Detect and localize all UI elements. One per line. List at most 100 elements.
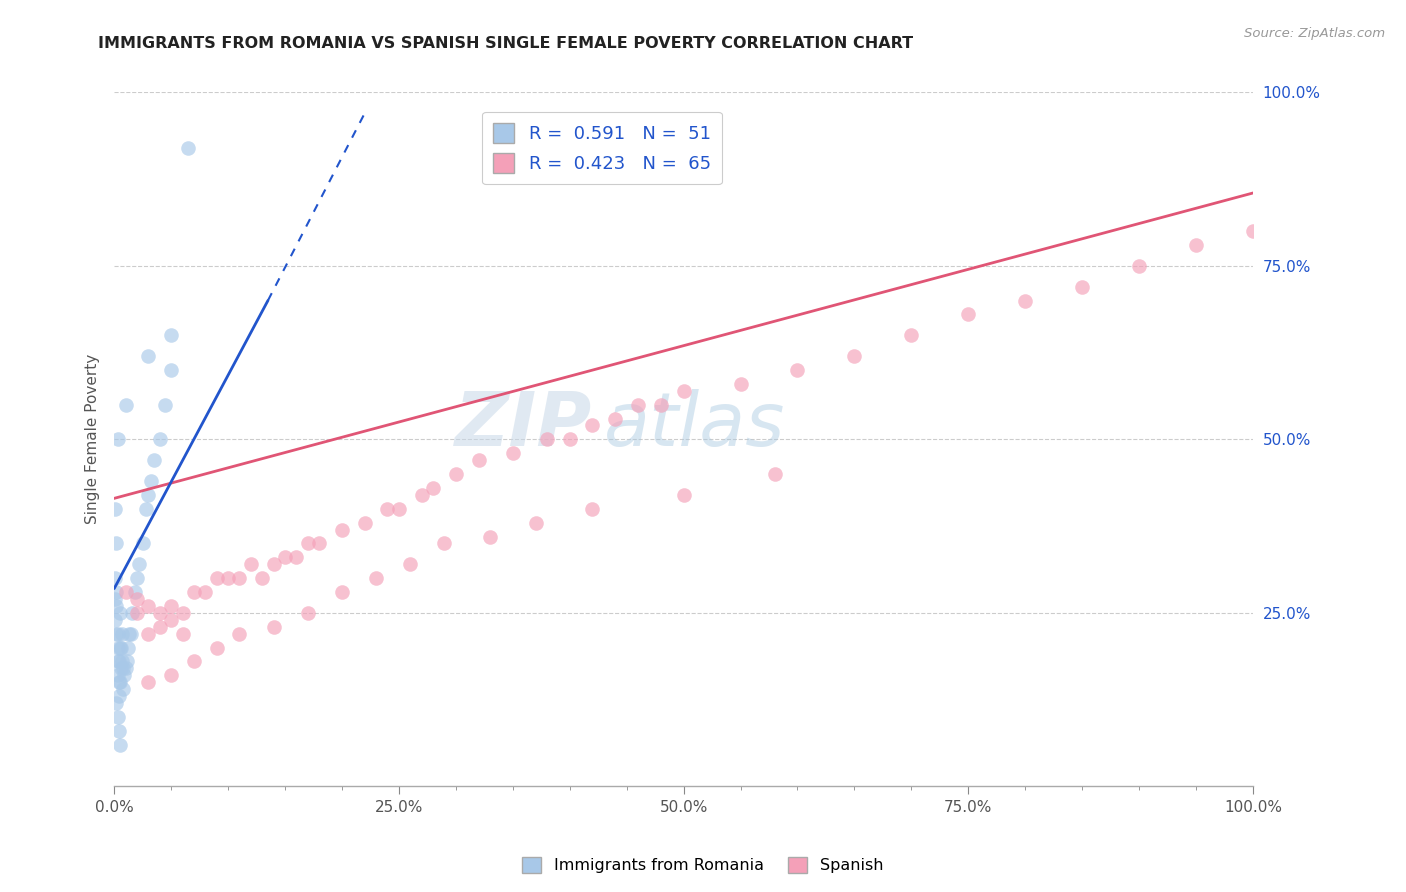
Point bbox=[444, 467, 467, 481]
Point bbox=[160, 613, 183, 627]
Point bbox=[107, 433, 129, 447]
Point bbox=[155, 398, 177, 412]
Point bbox=[138, 349, 160, 363]
Point bbox=[125, 571, 148, 585]
Point bbox=[957, 308, 980, 322]
Point bbox=[672, 384, 695, 398]
Point bbox=[239, 558, 262, 572]
Point bbox=[104, 501, 127, 516]
Point bbox=[524, 516, 547, 530]
Point bbox=[108, 738, 131, 752]
Point bbox=[467, 453, 489, 467]
Point bbox=[125, 592, 148, 607]
Point bbox=[353, 516, 375, 530]
Point bbox=[105, 696, 128, 710]
Point bbox=[114, 668, 136, 682]
Point bbox=[131, 536, 153, 550]
Point bbox=[672, 488, 695, 502]
Point bbox=[139, 474, 162, 488]
Point bbox=[177, 141, 200, 155]
Point bbox=[900, 328, 922, 343]
Point bbox=[1241, 224, 1264, 238]
Point bbox=[108, 675, 131, 690]
Point bbox=[149, 433, 172, 447]
Point bbox=[478, 529, 501, 543]
Point bbox=[104, 571, 127, 585]
Point bbox=[138, 488, 160, 502]
Point bbox=[115, 655, 138, 669]
Text: ZIP: ZIP bbox=[456, 389, 592, 462]
Legend: R =  0.591   N =  51, R =  0.423   N =  65: R = 0.591 N = 51, R = 0.423 N = 65 bbox=[482, 112, 721, 185]
Point bbox=[105, 599, 128, 613]
Point bbox=[297, 606, 319, 620]
Point bbox=[581, 501, 603, 516]
Point bbox=[1014, 293, 1036, 308]
Point bbox=[650, 398, 672, 412]
Point bbox=[160, 328, 183, 343]
Point bbox=[124, 585, 146, 599]
Point bbox=[107, 640, 129, 655]
Point bbox=[104, 613, 127, 627]
Point bbox=[138, 626, 160, 640]
Point bbox=[120, 626, 142, 640]
Point bbox=[107, 655, 129, 669]
Point bbox=[112, 661, 135, 675]
Point bbox=[411, 488, 433, 502]
Point bbox=[114, 585, 136, 599]
Point bbox=[330, 585, 353, 599]
Point bbox=[107, 710, 129, 724]
Point bbox=[107, 668, 129, 682]
Point bbox=[330, 523, 353, 537]
Point bbox=[138, 599, 160, 613]
Point bbox=[149, 606, 172, 620]
Point bbox=[107, 675, 129, 690]
Point bbox=[399, 558, 422, 572]
Point bbox=[138, 675, 160, 690]
Point bbox=[107, 689, 129, 703]
Point bbox=[274, 550, 297, 565]
Point bbox=[160, 363, 183, 377]
Point bbox=[107, 626, 129, 640]
Point bbox=[194, 585, 217, 599]
Text: Source: ZipAtlas.com: Source: ZipAtlas.com bbox=[1244, 27, 1385, 40]
Point bbox=[377, 501, 399, 516]
Text: atlas: atlas bbox=[603, 390, 785, 461]
Point bbox=[1071, 279, 1094, 293]
Point bbox=[308, 536, 330, 550]
Point bbox=[105, 585, 128, 599]
Point bbox=[388, 501, 411, 516]
Point bbox=[502, 446, 524, 460]
Point bbox=[558, 433, 581, 447]
Point bbox=[135, 501, 157, 516]
Point bbox=[605, 411, 627, 425]
Point bbox=[433, 536, 456, 550]
Point bbox=[581, 418, 603, 433]
Point bbox=[114, 661, 136, 675]
Point bbox=[108, 640, 131, 655]
Point bbox=[263, 620, 285, 634]
Legend: Immigrants from Romania, Spanish: Immigrants from Romania, Spanish bbox=[516, 850, 890, 880]
Point bbox=[110, 661, 132, 675]
Point bbox=[183, 585, 205, 599]
Point bbox=[422, 481, 444, 495]
Point bbox=[285, 550, 308, 565]
Point bbox=[105, 626, 128, 640]
Point bbox=[110, 640, 132, 655]
Point bbox=[121, 606, 143, 620]
Point bbox=[128, 558, 150, 572]
Point bbox=[172, 606, 194, 620]
Point bbox=[1128, 259, 1150, 273]
Point bbox=[297, 536, 319, 550]
Point bbox=[366, 571, 388, 585]
Point bbox=[117, 640, 139, 655]
Point bbox=[160, 668, 183, 682]
Point bbox=[763, 467, 786, 481]
Point bbox=[112, 682, 135, 697]
Point bbox=[536, 433, 558, 447]
Point bbox=[114, 398, 136, 412]
Point bbox=[205, 640, 228, 655]
Point bbox=[118, 626, 141, 640]
Point bbox=[252, 571, 274, 585]
Point bbox=[111, 626, 134, 640]
Point bbox=[172, 626, 194, 640]
